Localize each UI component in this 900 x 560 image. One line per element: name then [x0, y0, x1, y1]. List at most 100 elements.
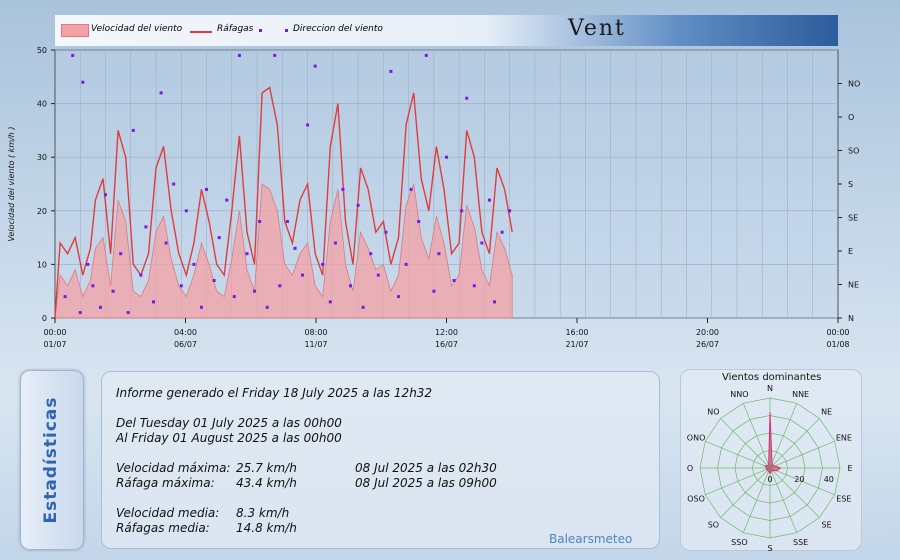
chart-title: Vent [568, 16, 626, 41]
y-tick-label: 30 [37, 153, 47, 162]
statistics-tab[interactable] [20, 370, 84, 550]
max-speed-time: 08 Jul 2025 a las 02h30 [355, 461, 497, 475]
x-tick-time-label: 04:00 [174, 328, 197, 337]
rose-direction-label: E [847, 464, 852, 473]
rose-direction-label: ONO [687, 433, 706, 442]
legend-swatch-dot-2 [285, 29, 288, 32]
period-to-text: Al Friday 01 August 2025 a las 00h00 [116, 431, 342, 445]
direction-dot [159, 91, 163, 95]
y-tick-label: 10 [37, 260, 47, 269]
brand-name[interactable]: Balearsmeteo [549, 532, 633, 546]
direction-dot [424, 53, 428, 57]
legend-label-direction: Direccion del viento [293, 24, 383, 34]
y-tick-label: 0 [42, 314, 47, 323]
gust-line-layer [54, 86, 513, 319]
mean-speed-label: Velocidad media: [116, 506, 220, 520]
speed-area [54, 183, 513, 319]
direction-dot [328, 300, 332, 304]
rose-direction-label: ESE [836, 495, 851, 504]
x-tick-time-label: 20:00 [696, 328, 719, 337]
direction-dot [487, 198, 491, 202]
rose-spoke [769, 467, 798, 533]
x-tick-date-label: 06/07 [174, 340, 197, 349]
direction-dot [86, 262, 90, 266]
direction-dot [91, 284, 95, 288]
direction-dot [508, 209, 512, 213]
x-tick-time-label: 08:00 [304, 328, 327, 337]
rose-spoke [742, 467, 771, 533]
max-speed-value: 25.7 km/h [236, 461, 297, 475]
legend-swatch-line [190, 31, 212, 33]
x-tick-date-label: 21/07 [565, 340, 588, 349]
direction-dot [63, 295, 67, 299]
direction-dot [258, 220, 262, 223]
mean-gust-label: Ráfagas media: [116, 521, 210, 535]
direction-dot [285, 220, 289, 223]
direction-dot [465, 96, 469, 100]
direction-dot [152, 300, 155, 304]
direction-dot [237, 53, 241, 57]
x-tick-date-label: 01/08 [826, 340, 849, 349]
gust-line [54, 86, 513, 319]
statistics-panel [101, 371, 660, 549]
legend-label-speed: Velocidad del viento [91, 24, 183, 34]
chart-axes: 0 10 20 30 40 50 N NE E SE S SO O NO 00:00 01/07 04:00 06… [37, 46, 860, 349]
x-tick-date-label: 26/07 [696, 340, 719, 349]
y-tick-label: 40 [37, 100, 47, 109]
direction-dot [369, 252, 373, 256]
direction-dot [389, 69, 393, 73]
max-gust-label: Ráfaga máxima: [116, 476, 215, 490]
direction-dot [253, 289, 256, 293]
legend-swatch-dot [259, 29, 262, 32]
rose-direction-label: SSE [793, 538, 808, 547]
direction-tick-label: SE [848, 214, 858, 223]
direction-dot [306, 123, 310, 127]
direction-dot [119, 252, 123, 256]
x-tick-time-label: 00:00 [826, 328, 849, 337]
rose-spoke [720, 467, 771, 518]
wind-rose-title: Vientos dominantes [722, 372, 822, 383]
direction-dot [245, 252, 249, 256]
y-tick-label: 50 [37, 46, 47, 55]
direction-dot [437, 252, 441, 256]
direction-dot [404, 262, 408, 266]
direction-tick-label: E [848, 247, 853, 256]
rose-direction-label: NNE [792, 390, 809, 399]
rose-direction-label: ENE [836, 433, 852, 442]
direction-dot [78, 311, 82, 315]
direction-dot [500, 230, 504, 234]
direction-dot [445, 155, 448, 159]
direction-dot [321, 262, 325, 266]
x-tick-date-label: 16/07 [435, 340, 458, 349]
direction-dot [99, 305, 102, 309]
legend-label-gusts: Ráfagas [217, 24, 254, 34]
direction-dot [184, 209, 188, 213]
rose-spoke [705, 440, 771, 469]
rose-spoke [769, 467, 835, 496]
max-gust-value: 43.4 km/h [236, 476, 297, 490]
x-tick-date-label: 01/07 [43, 340, 66, 349]
period-from-text: Del Tuesday 01 July 2025 a las 00h00 [116, 416, 342, 430]
direction-dot [313, 64, 317, 68]
rose-data-polygon [764, 411, 782, 475]
rose-spoke [769, 403, 798, 469]
rose-spoke [769, 440, 835, 469]
direction-dot [472, 284, 476, 288]
direction-dot [361, 305, 365, 309]
direction-dot [205, 187, 208, 191]
direction-dot [139, 273, 143, 277]
direction-dot [397, 295, 400, 299]
direction-dot [131, 128, 135, 132]
direction-dot [460, 209, 464, 213]
rose-direction-label: SSO [731, 538, 747, 547]
legend-banner: Velocidad del viento Ráfagas Direccion d… [55, 15, 838, 46]
direction-dot [273, 53, 277, 57]
direction-tick-label: SO [848, 147, 859, 156]
rose-direction-label: N [767, 384, 773, 393]
max-gust-time: 08 Jul 2025 a las 09h00 [355, 476, 497, 490]
direction-dot [452, 279, 456, 282]
x-tick-time-label: 12:00 [435, 328, 458, 337]
rose-scale-label: 40 [824, 475, 834, 484]
